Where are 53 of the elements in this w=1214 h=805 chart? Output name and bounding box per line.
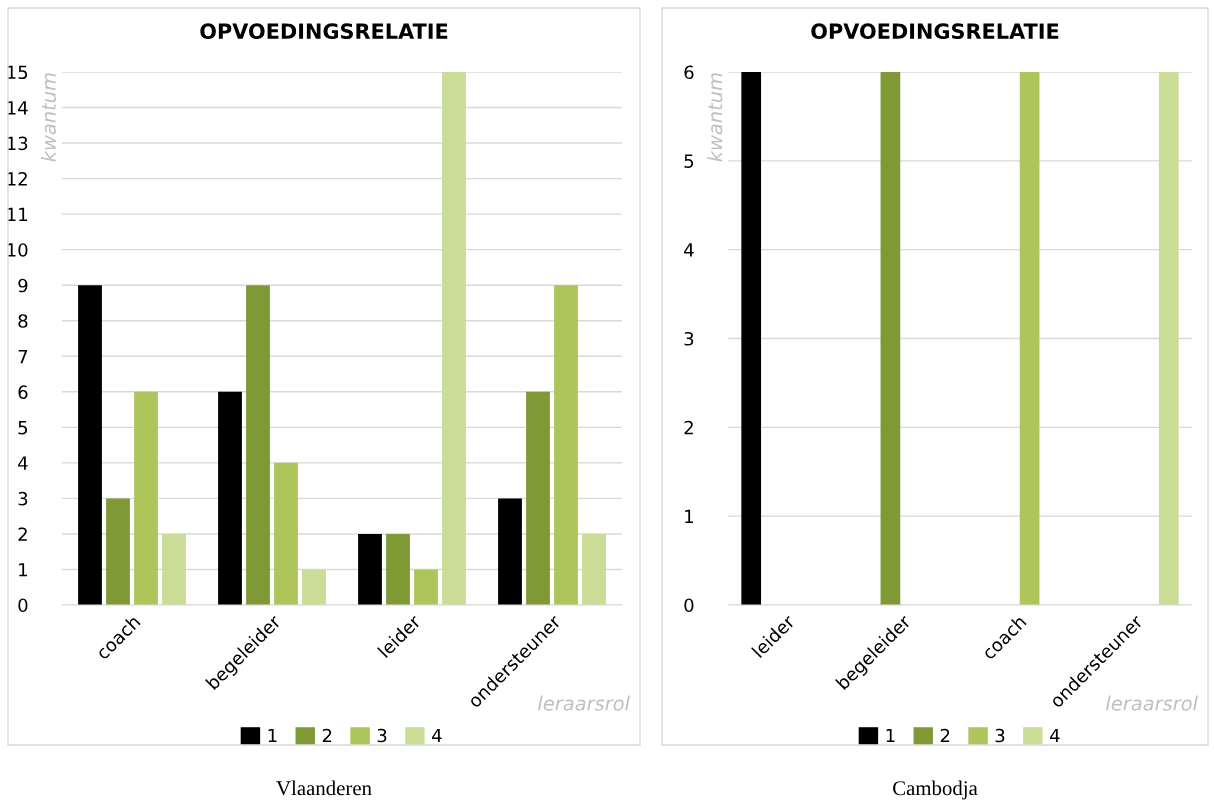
legend-label: 4 — [432, 728, 442, 743]
y-tick-label: 11 — [7, 207, 27, 221]
bar — [78, 285, 102, 605]
y-tick-label: 8 — [18, 314, 28, 328]
y-tick-label: 6 — [684, 65, 694, 80]
y-tick-label: 2 — [684, 420, 693, 435]
bar — [302, 569, 326, 605]
bar — [218, 391, 242, 605]
bar — [274, 462, 298, 605]
y-tick-label: 14 — [7, 101, 28, 115]
y-tick-label: 6 — [18, 385, 28, 399]
y-tick-label: 5 — [18, 421, 28, 435]
y-tick-label: 4 — [684, 243, 694, 257]
legend-label: 3 — [377, 728, 387, 743]
bar — [582, 533, 606, 605]
y-tick-label: 15 — [7, 65, 28, 80]
y-tick-label: 0 — [18, 598, 28, 613]
y-tick-label: 1 — [685, 509, 693, 524]
y-tick-label: 12 — [7, 172, 27, 186]
bar — [162, 533, 186, 605]
bar — [246, 285, 270, 605]
y-tick-label: 1 — [19, 563, 27, 577]
y-tick-label: 4 — [18, 456, 28, 470]
bar — [554, 285, 578, 605]
y-tick-label: 7 — [18, 349, 28, 364]
text: Vlaanderen — [276, 780, 372, 796]
legend-label: 4 — [1050, 728, 1060, 743]
bar — [358, 533, 382, 605]
y-tick-label: 13 — [7, 136, 28, 151]
legend-label: 1 — [886, 728, 895, 743]
bar — [498, 498, 522, 605]
y-tick-label: 5 — [684, 154, 694, 168]
legend-label: 2 — [322, 728, 332, 743]
y-tick-label: 2 — [18, 527, 27, 541]
bar — [134, 391, 158, 605]
bar — [386, 533, 410, 605]
bar — [106, 498, 130, 605]
bar — [526, 391, 550, 605]
chart-title: OPVOEDINGSRELATIE — [200, 23, 448, 40]
y-tick-label: 10 — [7, 243, 28, 257]
bar — [442, 72, 466, 605]
legend-label: 3 — [995, 728, 1005, 743]
y-tick-label: 3 — [18, 491, 28, 506]
legend-label: 1 — [268, 728, 277, 743]
y-tick-label: 3 — [684, 331, 694, 346]
y-tick-label: 0 — [684, 598, 694, 613]
text: Cambodja — [893, 780, 978, 800]
y-axis-title: kwantum — [707, 73, 723, 162]
bar — [414, 569, 438, 605]
y-axis-title: kwantum — [40, 73, 56, 162]
y-tick-label: 9 — [18, 278, 28, 293]
legend-label: 2 — [940, 728, 950, 743]
chart-title: OPVOEDINGSRELATIE — [811, 23, 1059, 40]
